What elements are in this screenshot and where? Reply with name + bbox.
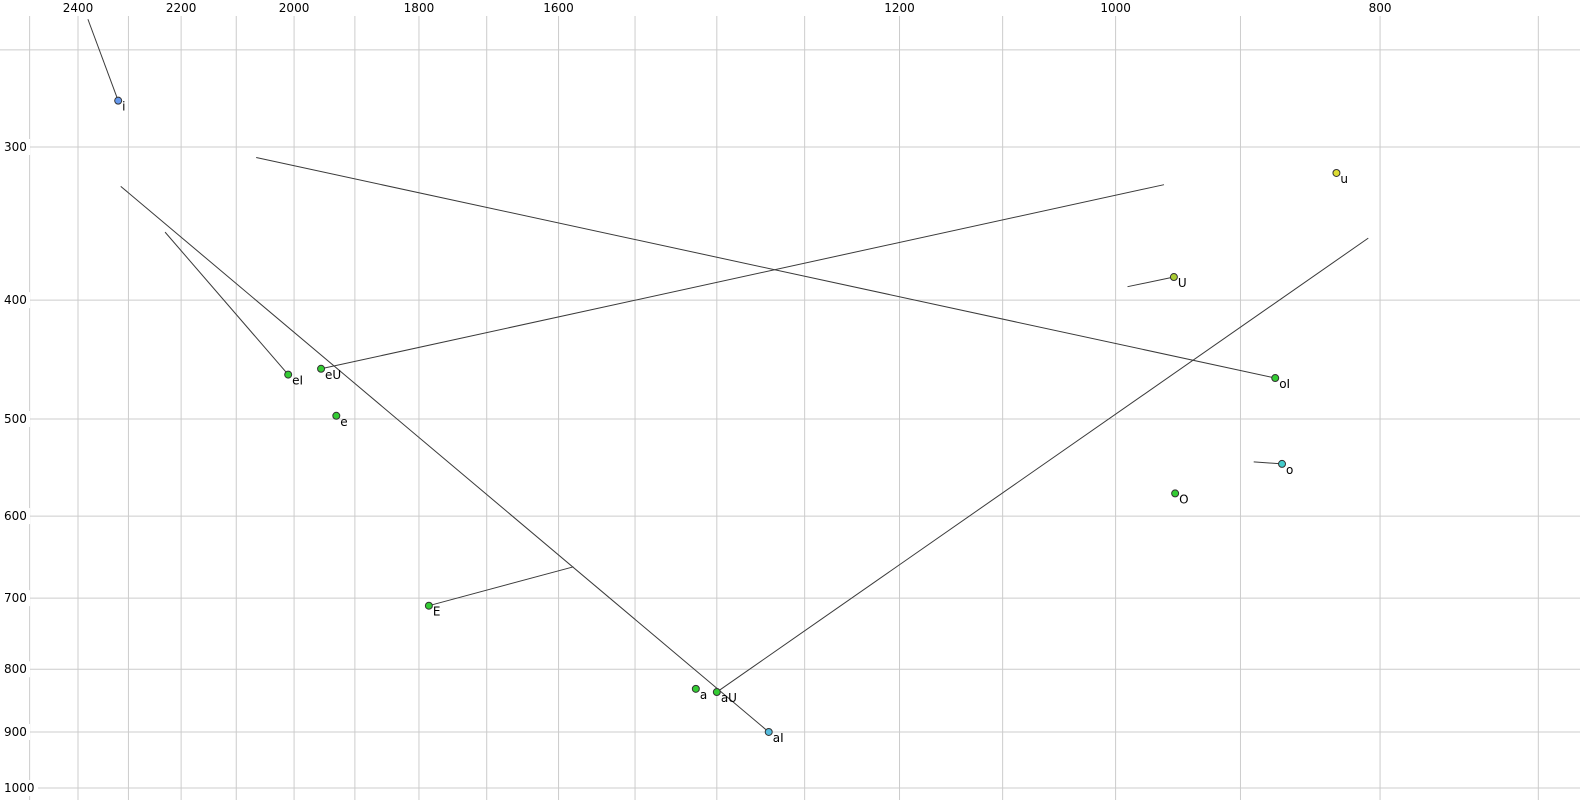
x-axis-tick-1000: 1000 <box>1100 1 1131 15</box>
data-point-oI <box>1271 374 1280 383</box>
trajectory-line-aU <box>716 237 1369 693</box>
data-point-eU <box>317 364 326 373</box>
axis-ticks-layer: 2400 2200 2000 1800 1600 1200 1000 800 300 400 500… <box>0 1 1392 797</box>
y-axis-tick-900: 900 <box>4 725 27 739</box>
trajectory-line-eI <box>164 231 289 375</box>
data-point-aI <box>764 727 773 736</box>
data-point-label-a: a <box>700 688 707 702</box>
x-axis-tick-1200: 1200 <box>884 1 915 15</box>
y-axis-tick-400: 400 <box>4 293 27 307</box>
y-axis-tick-bg-700 <box>0 590 30 607</box>
y-axis-tick-700: 700 <box>4 591 27 605</box>
data-points-layer: i eI eU e Ea aU aI u UoI o O <box>114 96 1348 745</box>
x-axis-tick-800: 800 <box>1369 1 1392 15</box>
y-axis-tick-bg-1000 <box>0 780 38 797</box>
data-point-label-o: o <box>1286 463 1293 477</box>
trajectory-line-aI <box>120 185 770 733</box>
data-point-label-u: u <box>1340 172 1348 186</box>
trajectory-line-U <box>1127 276 1174 288</box>
data-point-i <box>114 96 123 105</box>
data-point-a <box>691 684 700 693</box>
data-point-label-O: O <box>1179 492 1188 506</box>
y-axis-tick-bg-900 <box>0 723 30 740</box>
y-axis-tick-bg-600 <box>0 508 30 525</box>
y-axis-tick-600: 600 <box>4 509 27 523</box>
data-point-label-e: e <box>340 415 347 429</box>
data-point-eI <box>284 370 293 379</box>
data-point-u <box>1332 168 1341 177</box>
data-point-label-oI: oI <box>1279 377 1290 391</box>
gridlines-layer <box>0 16 1580 800</box>
y-axis-tick-bg-300 <box>0 139 30 155</box>
data-point-label-aI: aI <box>773 731 784 745</box>
y-axis-tick-300: 300 <box>4 140 27 154</box>
trajectory-line-o <box>1253 461 1283 465</box>
y-axis-tick-bg-400 <box>0 292 30 309</box>
trajectory-line-eU <box>320 184 1165 370</box>
x-axis-tick-2200: 2200 <box>166 1 197 15</box>
data-point-label-eU: eU <box>325 368 341 382</box>
data-point-e <box>332 411 341 420</box>
data-point-O <box>1171 489 1180 498</box>
y-axis-tick-bg-500 <box>0 410 30 427</box>
x-axis-tick-2000: 2000 <box>279 1 310 15</box>
trajectory-line-i <box>87 19 119 101</box>
data-point-E <box>424 601 433 610</box>
data-point-o <box>1278 459 1287 468</box>
data-point-label-aU: aU <box>721 691 737 705</box>
trajectory-line-oI <box>256 157 1276 379</box>
y-axis-tick-1000: 1000 <box>4 781 35 795</box>
data-point-U <box>1169 273 1178 282</box>
trajectory-lines-layer <box>87 19 1369 733</box>
data-point-label-i: i <box>122 100 125 114</box>
data-point-label-E: E <box>433 605 441 619</box>
x-axis-tick-1600: 1600 <box>543 1 574 15</box>
y-axis-tick-800: 800 <box>4 662 27 676</box>
data-point-label-U: U <box>1178 276 1187 290</box>
x-axis-tick-2400: 2400 <box>63 1 94 15</box>
data-point-label-eI: eI <box>292 374 303 388</box>
data-point-aU <box>712 688 721 697</box>
x-axis-tick-1800: 1800 <box>404 1 435 15</box>
y-axis-tick-500: 500 <box>4 412 27 426</box>
y-axis-tick-bg-800 <box>0 661 30 678</box>
trajectory-line-E <box>428 566 574 607</box>
